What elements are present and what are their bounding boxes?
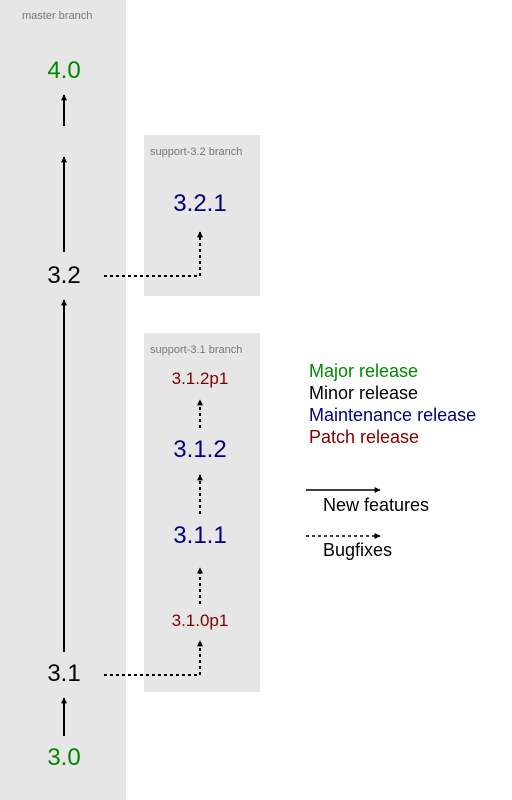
- version-3-1-0p1: 3.1.0p1: [171, 611, 229, 630]
- version-3-2-1: 3.2.1: [173, 190, 227, 217]
- bugfix-3-1-to-3-1-0p1: [104, 640, 203, 676]
- legend-patch-release: Patch release: [309, 427, 420, 447]
- legend-minor-release: Minor release: [309, 383, 419, 403]
- legend-bugfixes: Bugfixes: [323, 540, 393, 560]
- support-3-2-branch-box: [144, 135, 260, 296]
- version-3-1-1: 3.1.1: [173, 522, 227, 549]
- legend-maintenance-release: Maintenance release: [309, 405, 477, 425]
- bugfix-3-2-to-3-2-1: [104, 231, 203, 277]
- version-3-1: 3.1: [47, 660, 81, 687]
- version-4-0: 4.0: [47, 57, 81, 84]
- version-3-1-2p1: 3.1.2p1: [171, 369, 229, 388]
- version-3-0: 3.0: [47, 744, 81, 771]
- support-3-2-branch-label: support-3.2 branch: [150, 146, 243, 158]
- support-3-1-branch-label: support-3.1 branch: [150, 344, 243, 356]
- version-3-2: 3.2: [47, 262, 81, 289]
- support-3-1-branch-box: [144, 333, 260, 692]
- legend-major-release: Major release: [309, 361, 419, 381]
- master-branch-label: master branch: [22, 10, 93, 22]
- version-3-1-2: 3.1.2: [173, 436, 227, 463]
- legend-new-features: New features: [323, 495, 430, 515]
